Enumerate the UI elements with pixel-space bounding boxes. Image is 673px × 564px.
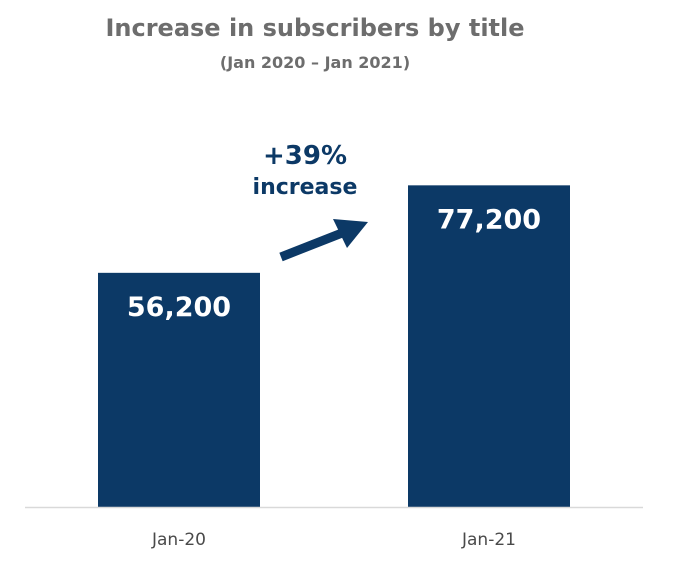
increase-arrow-icon [279, 219, 368, 262]
increase-text-label: increase [252, 175, 358, 200]
bar-jan-21 [408, 185, 570, 508]
bar-value-label: 77,200 [437, 204, 541, 235]
chart-subtitle: (Jan 2020 – Jan 2021) [219, 53, 411, 72]
x-axis-ticks: Jan-20 Jan-21 [151, 530, 516, 550]
x-tick-label: Jan-20 [151, 530, 206, 550]
increase-percent-label: +39% [262, 141, 348, 171]
arrow-shaft [279, 228, 344, 262]
bar-group: 56,200 77,200 [98, 185, 570, 508]
arrow-head [333, 219, 368, 248]
x-tick-label: Jan-21 [461, 530, 516, 550]
bar-jan-20 [98, 272, 260, 507]
chart-title: Increase in subscribers by title [105, 14, 525, 42]
bar-value-label: 56,200 [127, 292, 231, 323]
